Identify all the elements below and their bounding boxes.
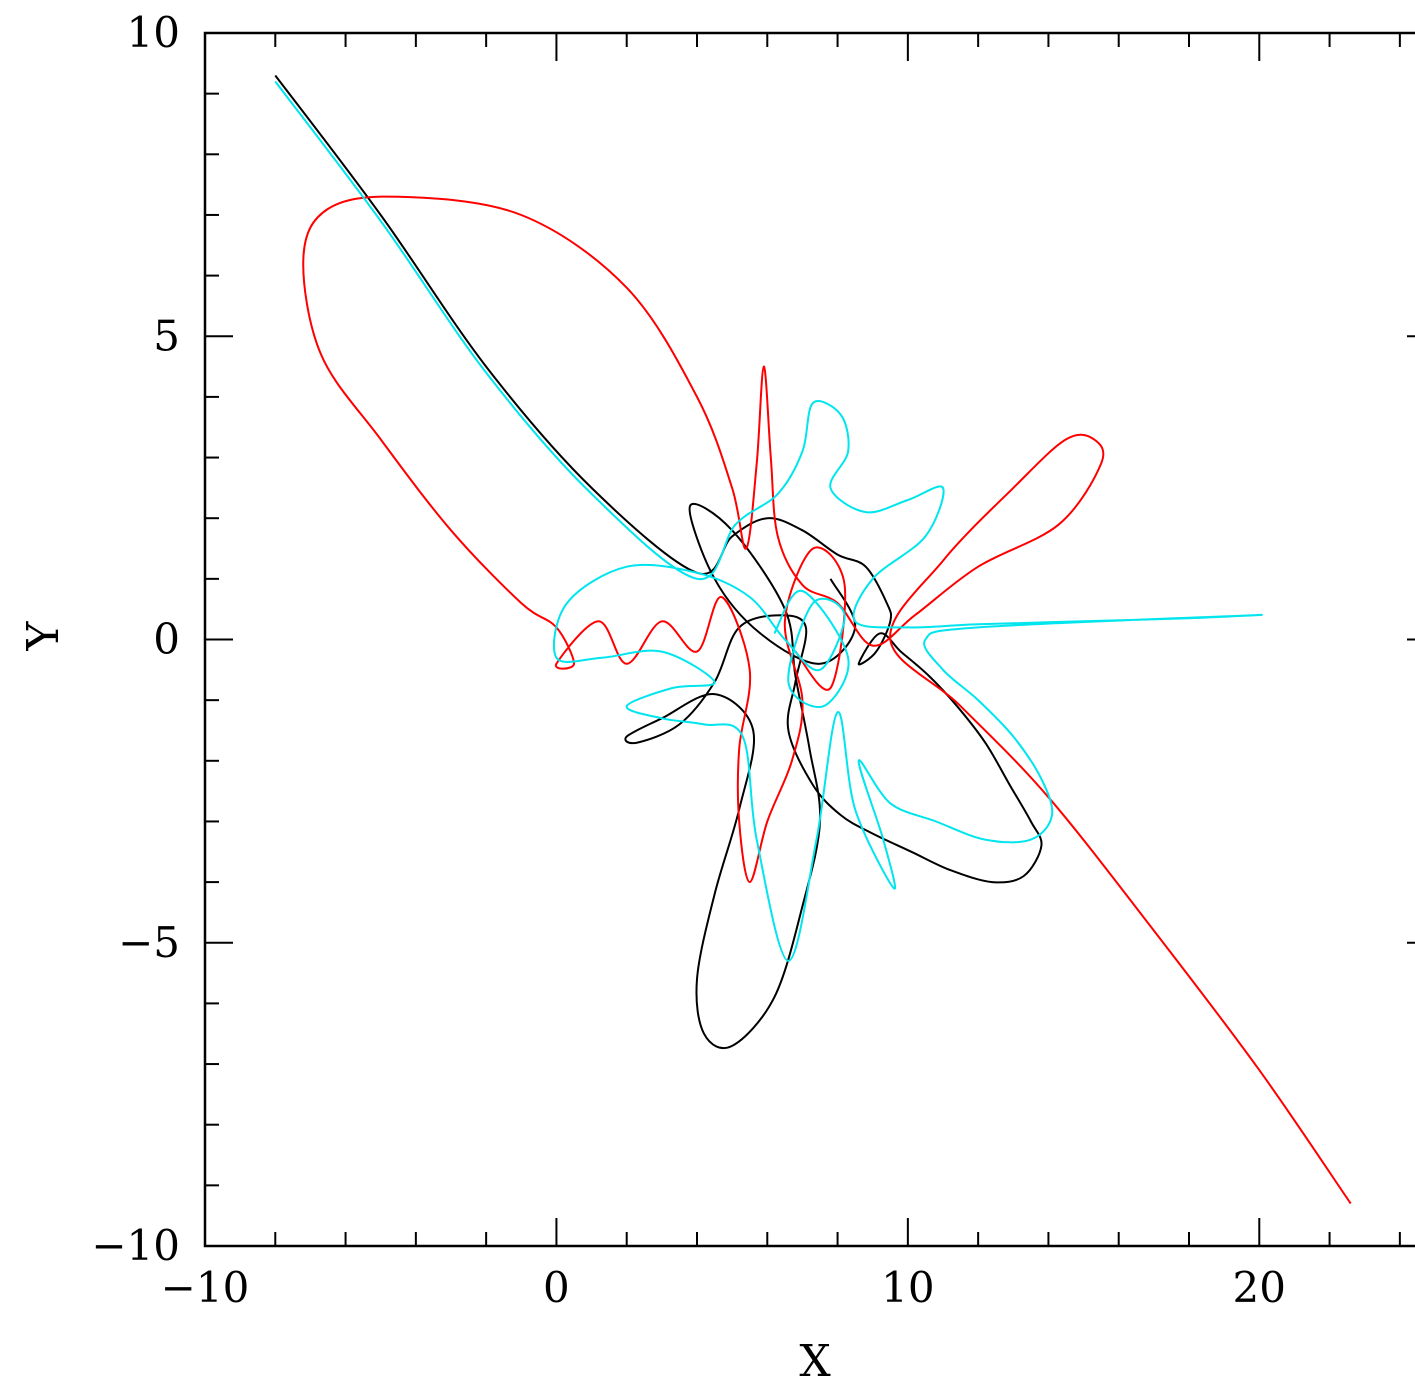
x-tick-label: 0	[543, 1263, 570, 1312]
y-tick-label: 5	[153, 311, 180, 360]
x-tick-label: 10	[881, 1263, 934, 1312]
y-tick-label: −10	[91, 1221, 180, 1270]
x-tick-label: −10	[161, 1263, 250, 1312]
series-line-1	[274, 74, 1043, 1050]
series-layer	[274, 74, 1352, 1205]
series-line-3	[274, 80, 1263, 962]
y-tick-label: 0	[153, 615, 180, 664]
x-tick-label: 20	[1233, 1263, 1286, 1312]
series-line-2	[302, 195, 1352, 1205]
plot-frame	[203, 31, 1415, 1248]
tick-labels: −10 0 10 20 −10 −5 0 5 10	[91, 8, 1286, 1312]
axis-ticks	[204, 32, 1415, 1247]
y-tick-label: −5	[118, 918, 180, 967]
y-axis-label: Y	[18, 621, 69, 652]
x-axis-label: X	[799, 1336, 831, 1387]
y-tick-label: 10	[127, 8, 180, 57]
